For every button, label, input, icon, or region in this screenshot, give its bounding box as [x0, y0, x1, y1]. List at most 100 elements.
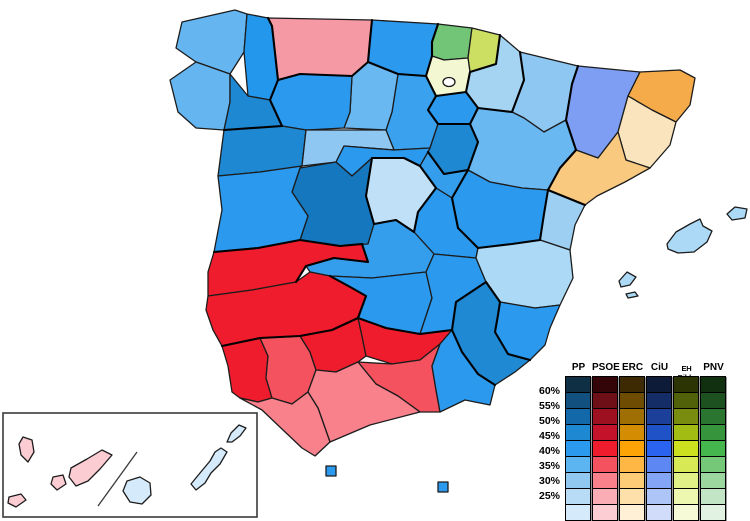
legend-scale-erc [619, 376, 645, 521]
swatch [674, 440, 698, 456]
swatch [593, 488, 617, 504]
swatch [674, 488, 698, 504]
swatch [647, 440, 671, 456]
balearic-islands [618, 206, 748, 299]
swatch [566, 456, 590, 472]
legend-pct-40: 40% [538, 445, 560, 457]
swatch [593, 377, 617, 392]
swatch [620, 488, 644, 504]
legend-pct-45: 45% [538, 430, 560, 442]
swatch [566, 408, 590, 424]
swatch [647, 488, 671, 504]
swatch [674, 377, 698, 392]
swatch [620, 504, 644, 520]
swatch [647, 472, 671, 488]
swatch [620, 392, 644, 408]
swatch [647, 408, 671, 424]
canary-inset-frame [2, 412, 258, 518]
island-fuerteventura [190, 447, 228, 491]
province-avila [291, 157, 375, 247]
swatch [674, 504, 698, 520]
canary-islands-inset [2, 412, 258, 518]
swatch [593, 456, 617, 472]
swatch [593, 392, 617, 408]
ceuta-square [325, 465, 337, 477]
swatch [566, 392, 590, 408]
province-a-coruna [175, 9, 248, 75]
legend-pct-30: 30% [538, 475, 560, 487]
island-la-gomera [50, 474, 67, 491]
swatch [674, 392, 698, 408]
swatch [647, 377, 671, 392]
swatch [566, 424, 590, 440]
swatch [566, 472, 590, 488]
swatch [620, 456, 644, 472]
legend-scale-ciu [646, 376, 672, 521]
legend-scale-ehbildu [673, 376, 699, 521]
swatch [674, 424, 698, 440]
swatch [566, 377, 590, 392]
swatch [647, 504, 671, 520]
island-lanzarote [226, 424, 247, 443]
community-borders [212, 16, 587, 387]
province-salamanca [213, 165, 309, 253]
island-el-hierro [7, 493, 27, 508]
swatch [566, 504, 590, 520]
legend-pct-50: 50% [538, 415, 560, 427]
swatch [593, 408, 617, 424]
swatch [620, 408, 644, 424]
province-pontevedra [169, 61, 231, 131]
swatch [566, 488, 590, 504]
swatch [647, 424, 671, 440]
swatch [620, 424, 644, 440]
swatch [647, 456, 671, 472]
swatch [701, 424, 725, 440]
island-menorca [726, 206, 748, 221]
swatch [620, 377, 644, 392]
canary-province-divider [97, 451, 138, 507]
island-mallorca [666, 218, 713, 254]
swatch [701, 456, 725, 472]
legend-pct-35: 35% [538, 460, 560, 472]
swatch [566, 440, 590, 456]
swatch [701, 440, 725, 456]
trevino-enclave [442, 76, 456, 88]
legend-party-psoe: PSOE [592, 362, 620, 373]
legend-scale-pnv [700, 376, 726, 521]
swatch [593, 440, 617, 456]
legend-party-ciu: CiU [650, 362, 669, 373]
swatch [674, 472, 698, 488]
swatch [593, 472, 617, 488]
legend-scale-psoe [592, 376, 618, 521]
melilla-square [437, 481, 449, 493]
legend-party-pnv: PNV [703, 362, 724, 373]
province-asturias [267, 17, 373, 81]
swatch [593, 424, 617, 440]
swatch [701, 472, 725, 488]
island-formentera [625, 291, 639, 299]
province-cadiz [239, 391, 331, 457]
island-ibiza [618, 271, 637, 288]
swatch [674, 408, 698, 424]
legend-party-erc: ERC [621, 362, 644, 373]
swatch [701, 392, 725, 408]
swatch [701, 408, 725, 424]
island-la-palma [18, 436, 35, 463]
swatch [701, 504, 725, 520]
legend-pct-60: 60% [538, 385, 560, 397]
island-gran-canaria [122, 476, 152, 505]
legend-scale-pp [565, 376, 591, 521]
swatch [674, 456, 698, 472]
legend-pct-55: 55% [538, 400, 560, 412]
island-tenerife [68, 449, 113, 487]
swatch [620, 440, 644, 456]
swatch [701, 488, 725, 504]
swatch [593, 504, 617, 520]
swatch [701, 377, 725, 392]
legend-pct-25: 25% [538, 490, 560, 502]
legend-party-pp: PP [571, 362, 586, 373]
province-leon [269, 73, 353, 131]
swatch [647, 392, 671, 408]
